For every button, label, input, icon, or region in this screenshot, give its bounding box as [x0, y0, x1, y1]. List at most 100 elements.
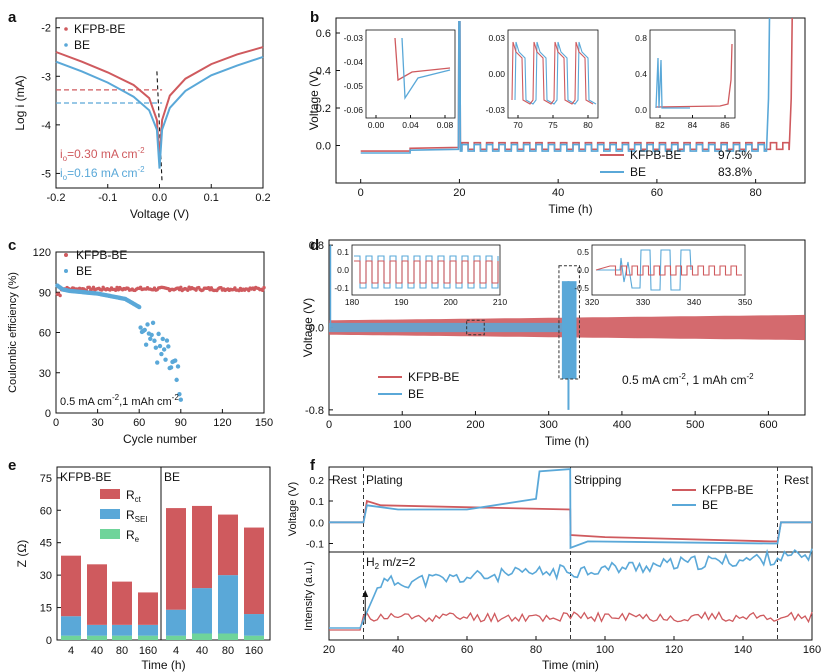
bar-segment-rct — [192, 505, 212, 589]
data-point-kfpb-be — [87, 285, 91, 290]
inset-x-tick-label: 86 — [720, 120, 730, 130]
legend-sub: SEI — [135, 515, 148, 524]
data-point-be — [142, 327, 147, 333]
x-tick-label: 0.1 — [204, 192, 219, 204]
series-line-be — [55, 55, 264, 169]
x-tick-label: 40 — [91, 645, 103, 657]
data-point-be — [155, 360, 160, 365]
y-tick-label: 0.1 — [309, 496, 324, 508]
x-tick-label: 60 — [651, 187, 663, 199]
data-point-be — [150, 320, 156, 326]
inset-y-tick-label: 0.00 — [488, 69, 505, 79]
y-axis-label-top: Voltage (V) — [287, 482, 299, 536]
y-tick-label: -0.8 — [305, 405, 324, 417]
x-tick-label: 600 — [759, 419, 777, 431]
x-tick-label: 0 — [326, 419, 332, 431]
inset-cycles — [511, 41, 594, 105]
inset-y-tick-label: -0.03 — [486, 105, 506, 115]
bar-segment-rsei — [138, 624, 158, 636]
y-axis-label: Voltage (V) — [301, 298, 315, 357]
x-axis-label: Voltage (V) — [130, 207, 189, 221]
exchange-current-annotation: io=0.30 mA cm-2 — [60, 146, 145, 163]
x-tick-label: 160 — [803, 644, 821, 656]
exchange-current-annotation: io=0.16 mA cm-2 — [60, 165, 145, 182]
legend-label: RSEI — [126, 508, 148, 524]
inset-x-tick-label: 340 — [687, 297, 701, 307]
x-tick-label: 20 — [453, 187, 465, 199]
condition-annotation: 0.5 mA cm-2, 1 mAh cm-2 — [622, 372, 754, 387]
data-point-be — [177, 391, 182, 397]
panel-label-c: c — [8, 237, 16, 254]
x-tick-label: 40 — [552, 187, 564, 199]
y-tick-label: -2 — [41, 23, 51, 35]
x-tick-label: 120 — [665, 644, 683, 656]
x-tick-label: 30 — [91, 417, 103, 429]
i0-symbol: i — [60, 147, 63, 161]
panel-label-b: b — [310, 9, 319, 26]
inset-x-tick-label: 320 — [585, 297, 599, 307]
annotation-part: -2 — [112, 393, 120, 402]
species-annotation: H2 m/z=2 — [366, 555, 416, 571]
data-point-kfpb-be — [91, 285, 96, 290]
x-tick-label: 160 — [245, 645, 263, 657]
annotation-part: -2 — [747, 372, 755, 381]
legend-marker — [64, 269, 68, 273]
y-tick-label: 120 — [33, 247, 51, 259]
inset-y-tick-label: 0.0 — [635, 105, 647, 115]
i0-sup: -2 — [138, 165, 146, 174]
legend-swatch — [100, 509, 120, 519]
x-tick-label: 80 — [530, 644, 542, 656]
legend-swatch — [100, 489, 120, 499]
panel-label-f: f — [310, 457, 316, 474]
phase-label: Rest — [332, 473, 357, 487]
inset-x-tick-label: 70 — [513, 120, 523, 130]
legend-main: R — [126, 528, 135, 542]
legend-label: BE — [702, 498, 718, 512]
annotation-part: ,1 mAh cm — [119, 396, 172, 408]
data-point-kfpb-be — [247, 288, 251, 293]
y-tick-label: -5 — [41, 168, 51, 180]
data-point-be — [174, 377, 179, 383]
legend-marker — [64, 27, 68, 31]
panel-label-e: e — [8, 457, 16, 474]
data-point-be — [143, 342, 149, 347]
bar-segment-re — [61, 635, 81, 640]
y-tick-label: -3 — [41, 71, 51, 83]
inset-x-tick-label: 75 — [548, 120, 558, 130]
data-point-be — [157, 343, 163, 349]
x-tick-label: 40 — [196, 645, 208, 657]
x-axis-label: Time (min) — [542, 658, 599, 672]
inset-x-tick-label: 84 — [688, 120, 698, 130]
inset-y-tick-label: 0.1 — [337, 247, 349, 257]
legend-main: R — [126, 508, 135, 522]
data-point-be — [137, 304, 142, 310]
bar-segment-rsei — [112, 624, 132, 636]
x-tick-label: 120 — [213, 417, 231, 429]
y-tick-label: 0.2 — [309, 475, 324, 487]
inset-y-tick-label: -0.04 — [344, 57, 364, 67]
phase-label: Rest — [784, 473, 809, 487]
y-tick-label: 0.2 — [316, 103, 331, 115]
legend-label: BE — [408, 387, 424, 401]
data-point-be — [161, 347, 167, 352]
panel-b-frame — [335, 17, 806, 184]
inset-x-tick-label: 190 — [394, 297, 408, 307]
y-tick-label: 15 — [40, 603, 52, 615]
data-point-be — [160, 336, 165, 342]
y-axis-label: Voltage (V) — [307, 71, 321, 130]
data-point-be — [175, 364, 181, 369]
inset-y-tick-label: -0.06 — [344, 105, 364, 115]
x-tick-label: 80 — [116, 645, 128, 657]
annotation-part: , 1 mAh cm — [686, 373, 747, 387]
inset-x-tick-label: 330 — [636, 297, 650, 307]
data-point-kfpb-be — [262, 285, 266, 290]
y-tick-label: 90 — [39, 287, 51, 299]
inset-cycles — [514, 41, 597, 105]
annotation-part: 0.5 mA cm — [60, 396, 112, 408]
data-point-be — [159, 351, 164, 357]
legend-value: 97.5% — [718, 148, 752, 162]
x-tick-label: 200 — [466, 419, 484, 431]
group-label: BE — [164, 470, 180, 484]
y-axis-label: Coulombic efficiency (%) — [7, 272, 19, 393]
